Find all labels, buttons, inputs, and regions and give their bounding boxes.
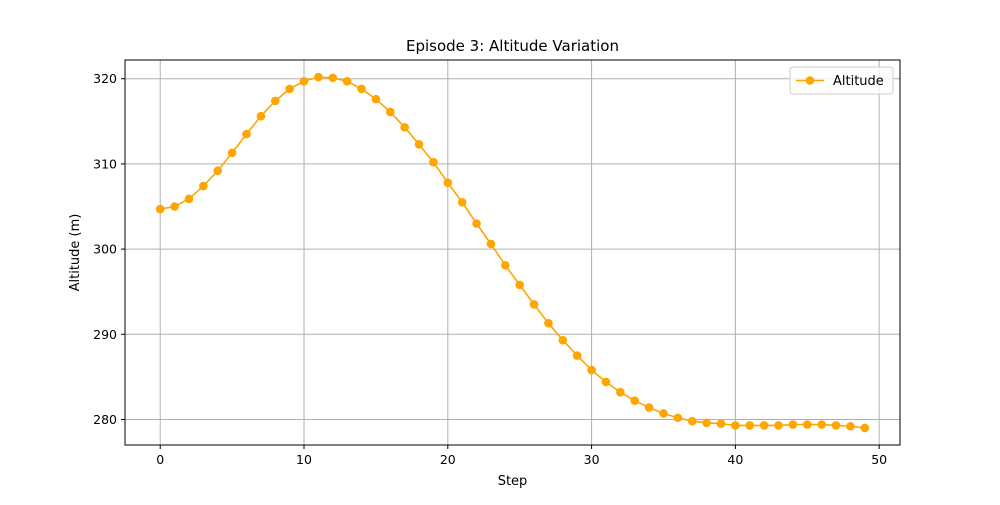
data-point bbox=[731, 421, 740, 430]
data-point bbox=[184, 194, 194, 204]
data-point bbox=[616, 387, 625, 397]
legend: Altitude bbox=[789, 66, 894, 95]
data-point bbox=[501, 260, 510, 270]
ticks: 0 10 20 30 40 50 280 290 300 310 320 bbox=[93, 71, 887, 467]
data-point bbox=[328, 73, 338, 83]
x-tick-label: 50 bbox=[871, 452, 887, 467]
data-point bbox=[199, 181, 208, 191]
data-point bbox=[572, 351, 582, 360]
data-point bbox=[702, 418, 711, 428]
series-layer bbox=[155, 72, 870, 433]
y-tick-label: 300 bbox=[93, 242, 117, 257]
data-point bbox=[802, 420, 812, 429]
data-point bbox=[544, 318, 553, 328]
data-point bbox=[601, 377, 611, 387]
legend-label: Altitude bbox=[833, 74, 884, 89]
x-tick-label: 0 bbox=[156, 452, 164, 467]
data-point bbox=[270, 96, 280, 106]
x-axis-label: Step bbox=[498, 474, 528, 489]
data-point bbox=[860, 423, 870, 433]
data-point bbox=[486, 239, 496, 249]
data-point bbox=[759, 421, 769, 430]
data-point bbox=[285, 84, 294, 94]
data-point bbox=[774, 421, 783, 430]
data-point bbox=[630, 396, 640, 406]
data-point bbox=[644, 403, 654, 412]
data-point bbox=[256, 111, 266, 121]
data-point bbox=[659, 409, 668, 418]
data-point bbox=[357, 84, 366, 94]
data-point bbox=[213, 166, 223, 176]
data-point bbox=[687, 416, 697, 426]
data-point bbox=[242, 129, 251, 139]
data-point bbox=[443, 178, 453, 187]
data-point bbox=[414, 140, 424, 149]
legend-marker bbox=[805, 76, 815, 85]
data-point bbox=[170, 202, 179, 211]
data-point bbox=[817, 420, 826, 429]
legend-box bbox=[789, 66, 894, 95]
grid bbox=[125, 60, 900, 445]
data-point bbox=[429, 157, 438, 167]
y-axis-label: Altitude (m) bbox=[68, 214, 83, 292]
x-tick-label: 20 bbox=[440, 452, 456, 467]
data-point bbox=[342, 76, 352, 86]
y-tick-label: 280 bbox=[93, 412, 117, 427]
y-tick-label: 310 bbox=[93, 156, 117, 171]
axes-frame bbox=[124, 59, 901, 446]
x-tick-label: 30 bbox=[584, 452, 600, 467]
x-tick-label: 40 bbox=[727, 452, 743, 467]
data-point bbox=[515, 280, 524, 290]
data-point bbox=[385, 107, 395, 117]
data-point bbox=[558, 335, 568, 345]
data-point bbox=[472, 219, 481, 228]
data-point bbox=[371, 94, 381, 104]
data-point bbox=[155, 204, 165, 214]
chart-title: Episode 3: Altitude Variation bbox=[406, 37, 619, 55]
data-point bbox=[227, 148, 237, 158]
data-point bbox=[457, 197, 467, 207]
data-point bbox=[529, 300, 539, 309]
data-point bbox=[716, 419, 726, 429]
data-point bbox=[587, 365, 596, 375]
x-tick-label: 10 bbox=[296, 452, 312, 467]
y-tick-label: 290 bbox=[93, 327, 117, 342]
data-point bbox=[299, 76, 309, 86]
data-point bbox=[788, 420, 798, 429]
data-point bbox=[846, 421, 855, 431]
data-point bbox=[745, 421, 755, 430]
data-point bbox=[314, 72, 323, 82]
data-point bbox=[400, 122, 409, 132]
data-point bbox=[831, 421, 841, 430]
y-tick-label: 320 bbox=[93, 71, 117, 86]
data-point bbox=[673, 413, 683, 423]
